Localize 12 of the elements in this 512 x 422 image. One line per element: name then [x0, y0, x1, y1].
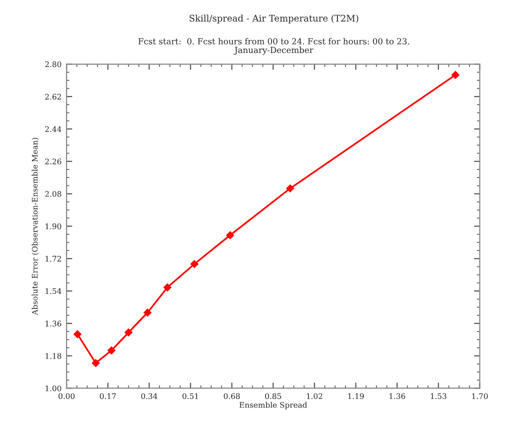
point	[226, 231, 234, 240]
chart-subtitle: Fcst start: 0. Fcst hours from 00 to 24. Fcst for hours: 00 to 23. January-December	[138, 38, 410, 55]
point	[92, 359, 100, 367]
point	[190, 260, 198, 268]
point	[163, 283, 172, 292]
point	[144, 308, 152, 317]
point	[74, 330, 82, 338]
chart-title: Skill/spread - Air Temperature (T2M)	[190, 14, 358, 24]
point	[451, 70, 460, 79]
point	[286, 184, 294, 192]
point	[124, 328, 132, 336]
point	[108, 346, 116, 354]
